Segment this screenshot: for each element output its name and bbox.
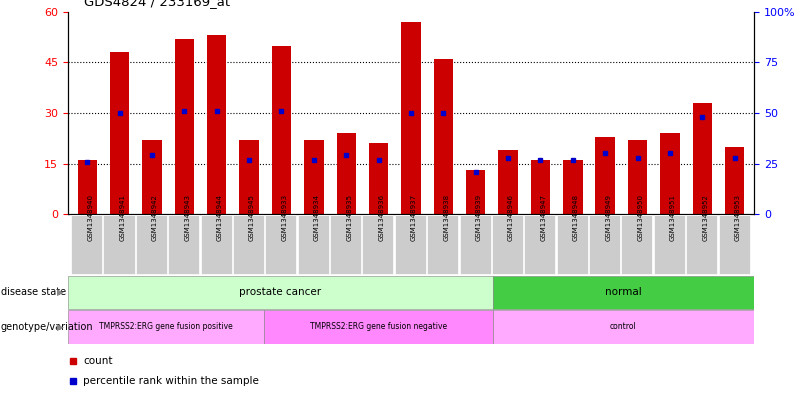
Bar [563, 160, 583, 214]
Bar [110, 52, 129, 214]
Bar [524, 215, 555, 274]
Bar [460, 215, 491, 274]
Bar [362, 215, 393, 274]
Text: GSM1348947: GSM1348947 [540, 194, 547, 241]
Bar [265, 215, 296, 274]
Bar [433, 59, 453, 214]
Bar [725, 147, 745, 214]
Text: GSM1348950: GSM1348950 [638, 194, 643, 241]
Bar [369, 143, 389, 214]
Bar [628, 140, 647, 214]
Text: GSM1348945: GSM1348945 [249, 194, 255, 241]
Text: percentile rank within the sample: percentile rank within the sample [83, 376, 259, 386]
Bar [427, 215, 458, 274]
Bar [71, 215, 102, 274]
Bar [298, 215, 329, 274]
Text: normal: normal [605, 287, 642, 298]
Bar [330, 215, 361, 274]
Text: GSM1348949: GSM1348949 [605, 194, 611, 241]
Text: GSM1348951: GSM1348951 [670, 194, 676, 241]
Bar [492, 215, 523, 274]
Bar [68, 276, 492, 309]
Bar [395, 215, 426, 274]
Text: GSM1348939: GSM1348939 [476, 194, 482, 241]
Bar [492, 276, 754, 309]
Bar [693, 103, 712, 214]
Bar [200, 215, 231, 274]
Text: GSM1348934: GSM1348934 [314, 194, 320, 241]
Text: ▶: ▶ [57, 323, 64, 331]
Text: TMPRSS2:ERG gene fusion positive: TMPRSS2:ERG gene fusion positive [99, 323, 233, 331]
Bar [142, 140, 162, 214]
Text: GSM1348942: GSM1348942 [152, 194, 158, 241]
Text: GSM1348944: GSM1348944 [217, 194, 223, 241]
Bar [104, 215, 135, 274]
Bar [175, 39, 194, 214]
Text: GSM1348933: GSM1348933 [282, 194, 287, 241]
Text: TMPRSS2:ERG gene fusion negative: TMPRSS2:ERG gene fusion negative [310, 323, 447, 331]
Bar [264, 310, 492, 343]
Text: genotype/variation: genotype/variation [1, 322, 93, 332]
Bar [207, 35, 227, 214]
Text: GSM1348941: GSM1348941 [120, 194, 125, 241]
Bar [401, 22, 421, 214]
Bar [531, 160, 550, 214]
Text: GSM1348943: GSM1348943 [184, 194, 191, 241]
Text: GSM1348935: GSM1348935 [346, 194, 352, 241]
Bar [233, 215, 264, 274]
Bar [337, 133, 356, 214]
Text: GSM1348952: GSM1348952 [702, 194, 709, 241]
Bar [660, 133, 680, 214]
Text: disease state: disease state [1, 287, 66, 298]
Bar [77, 160, 97, 214]
Bar [557, 215, 587, 274]
Bar [272, 46, 291, 214]
Text: GSM1348953: GSM1348953 [735, 194, 741, 241]
Bar [499, 150, 518, 214]
Bar [68, 310, 264, 343]
Bar [492, 310, 754, 343]
Text: GDS4824 / 233169_at: GDS4824 / 233169_at [84, 0, 230, 8]
Bar [654, 215, 685, 274]
Bar [686, 215, 717, 274]
Text: prostate cancer: prostate cancer [239, 287, 322, 298]
Text: GSM1348937: GSM1348937 [411, 194, 417, 241]
Text: GSM1348938: GSM1348938 [444, 194, 449, 241]
Bar [239, 140, 259, 214]
Text: GSM1348946: GSM1348946 [508, 194, 514, 241]
Bar [622, 215, 653, 274]
Bar [589, 215, 620, 274]
Text: control: control [610, 323, 637, 331]
Text: GSM1348948: GSM1348948 [573, 194, 579, 241]
Bar [466, 170, 485, 214]
Text: ▶: ▶ [57, 288, 64, 297]
Text: count: count [83, 356, 113, 366]
Bar [168, 215, 200, 274]
Bar [136, 215, 167, 274]
Text: GSM1348940: GSM1348940 [87, 194, 93, 241]
Text: GSM1348936: GSM1348936 [378, 194, 385, 241]
Bar [304, 140, 323, 214]
Bar [718, 215, 749, 274]
Bar [595, 137, 615, 214]
